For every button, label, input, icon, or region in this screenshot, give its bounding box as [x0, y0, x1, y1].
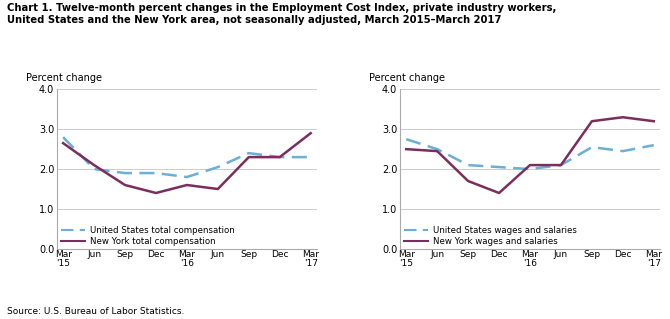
Y-axis label: Percent change: Percent change [369, 73, 445, 83]
Text: Source: U.S. Bureau of Labor Statistics.: Source: U.S. Bureau of Labor Statistics. [7, 307, 184, 316]
Legend: United States total compensation, New York total compensation: United States total compensation, New Yo… [61, 226, 234, 246]
Legend: United States wages and salaries, New York wages and salaries: United States wages and salaries, New Yo… [404, 226, 577, 246]
Y-axis label: Percent change: Percent change [25, 73, 102, 83]
Text: Chart 1. Twelve-month percent changes in the Employment Cost Index, private indu: Chart 1. Twelve-month percent changes in… [7, 3, 556, 25]
